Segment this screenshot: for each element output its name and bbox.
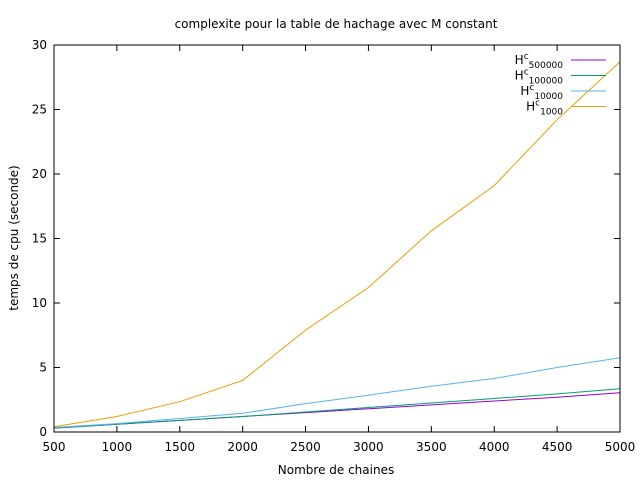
series-line-10000 (53, 357, 621, 428)
x-tick-label: 1000 (102, 440, 133, 454)
x-tick-label: 3000 (353, 440, 384, 454)
axis-ticks: 500 1000 1500 2000 2500 3000 3500 4000 4500 5000 0… (32, 38, 636, 454)
x-tick-label: 500 (43, 440, 66, 454)
series-line-100000 (53, 388, 621, 429)
x-tick-label: 1500 (165, 440, 196, 454)
x-tick-label: 3500 (416, 440, 447, 454)
chart-title: complexite pour la table de hachage avec… (175, 17, 498, 31)
y-tick-label: 25 (32, 103, 47, 117)
y-axis-label: temps de cpu (seconde) (7, 165, 21, 310)
legend-label-10000: Hc10000 (520, 83, 563, 102)
y-tick-label: 10 (32, 296, 47, 310)
y-tick-label: 0 (39, 425, 47, 439)
x-tick-label: 5000 (605, 440, 636, 454)
y-tick-label: 15 (32, 232, 47, 246)
x-axis-label: Nombre de chaines (278, 463, 394, 477)
y-tick-label: 30 (32, 38, 47, 52)
y-tick-label: 20 (32, 167, 47, 181)
legend-label-100000: Hc100000 (515, 68, 564, 87)
x-tick-label: 2500 (290, 440, 321, 454)
x-tick-label: 2000 (227, 440, 258, 454)
x-tick-label: 4000 (479, 440, 510, 454)
legend-label-500000: Hc500000 (515, 52, 564, 71)
series-lines (53, 61, 621, 429)
series-line-1000 (53, 61, 621, 428)
x-tick-label: 4500 (542, 440, 573, 454)
y-tick-label: 5 (39, 361, 47, 375)
plot-frame (53, 44, 621, 433)
legend-label-1000: Hc1000 (526, 99, 563, 118)
